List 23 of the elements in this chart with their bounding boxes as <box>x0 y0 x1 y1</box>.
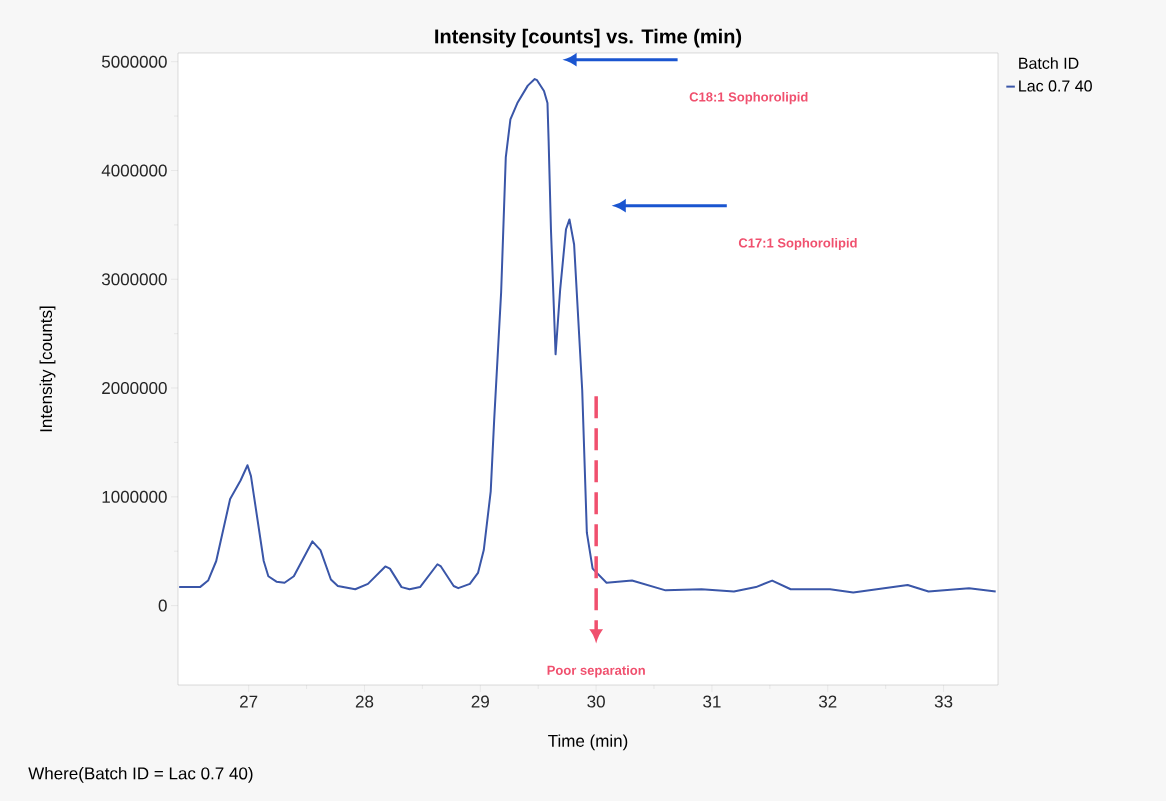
x-tick-label: 33 <box>934 695 953 708</box>
x-tick-label: 28 <box>355 695 374 708</box>
y-axis-title: Intensity [counts] <box>39 306 56 432</box>
y-tick-label: 1000000 <box>102 490 167 503</box>
legend-label: Lac 0.7 40 <box>1019 80 1092 92</box>
y-tick-label: 3000000 <box>101 273 167 286</box>
x-axis-title: Time (min) <box>548 734 628 751</box>
line-series <box>178 78 997 594</box>
x-tick-label: 30 <box>587 695 605 708</box>
annotation: C18:1 Sophorolipid <box>689 92 808 105</box>
y-tick-label: 5000000 <box>101 55 167 68</box>
legend-title: Batch ID <box>1019 57 1079 69</box>
y-tick-label: 4000000 <box>101 164 167 177</box>
x-tick-label: 27 <box>240 695 258 708</box>
x-tick-label: 32 <box>818 695 837 708</box>
annotation: Poor separation <box>547 665 645 678</box>
y-tick-label: 0 <box>158 599 167 612</box>
x-tick-label: 29 <box>471 695 489 708</box>
x-tick-label: 31 <box>703 695 721 708</box>
chart-title: Intensity [counts] vs. Time (min) <box>435 28 742 48</box>
text: Where(Batch ID = Lac 0.7 40) <box>28 766 253 783</box>
annotation: C17:1 Sophorolipid <box>738 238 857 251</box>
y-tick-label: 2000000 <box>102 382 167 395</box>
